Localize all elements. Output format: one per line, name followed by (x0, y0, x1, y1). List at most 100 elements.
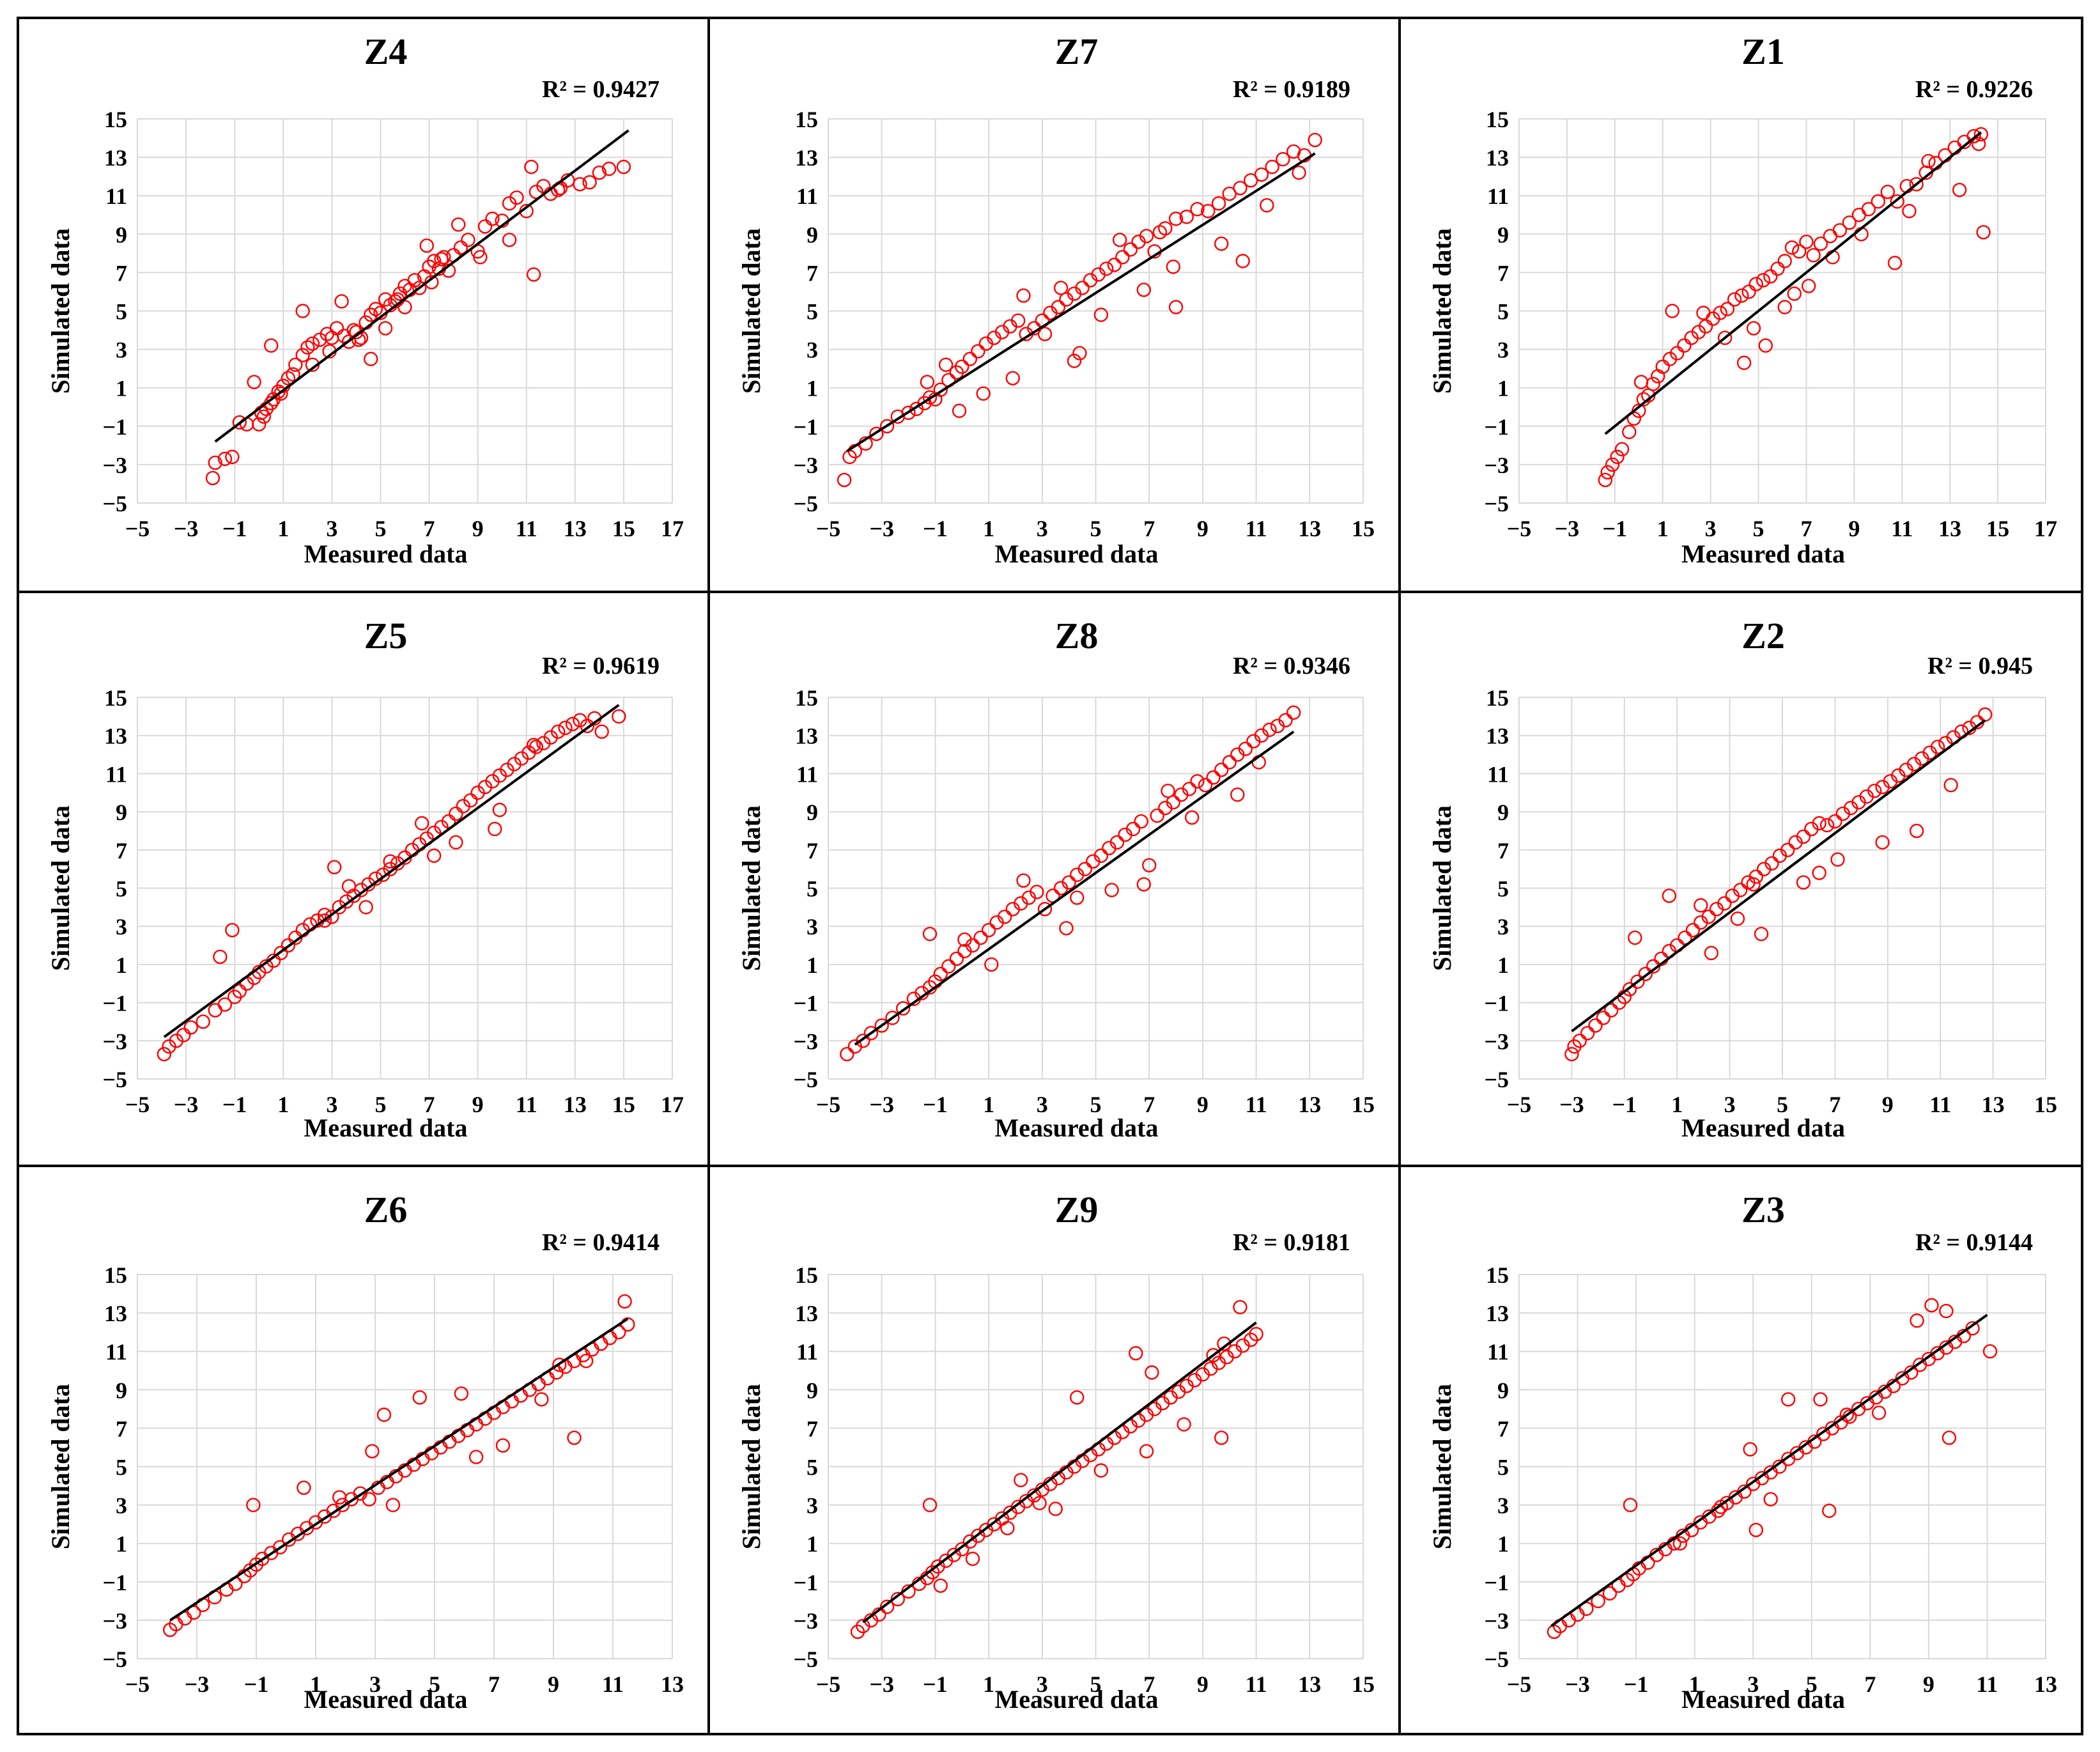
x-tick-label: −3 (869, 1092, 894, 1117)
y-tick-label: 3 (116, 1493, 127, 1519)
x-tick-label: 15 (1352, 1671, 1375, 1697)
x-tick-label: 9 (1197, 516, 1208, 541)
data-point (1799, 235, 1814, 249)
data-point (973, 930, 988, 945)
x-tick-label: 15 (1352, 516, 1375, 541)
data-point (378, 321, 393, 336)
y-tick-label: 5 (807, 1455, 818, 1480)
x-tick-label: 3 (326, 1092, 337, 1117)
panel-z5: −5 −3 −1 1 3 5 7 9 11 13 15 −5 −3 −1 1 3 5 7 9 11 13 15 17 Z5 R²… (19, 593, 710, 1167)
x-tick-label: −3 (869, 1671, 894, 1697)
data-point (213, 949, 228, 965)
y-tick-label: 9 (1497, 800, 1509, 825)
y-tick-label: 1 (116, 1531, 127, 1557)
y-tick-label: 11 (1487, 1339, 1509, 1365)
y-tick-label: −1 (793, 1570, 818, 1595)
data-point (1796, 829, 1811, 844)
trend-line (846, 152, 1316, 453)
x-tick-label: 3 (1037, 1092, 1048, 1117)
data-point (157, 1046, 172, 1062)
x-axis-label: Measured data (304, 1685, 468, 1714)
data-point (1813, 1392, 1828, 1407)
x-tick-label: 13 (2034, 1671, 2057, 1697)
data-point (1600, 465, 1615, 480)
y-tick-label: 5 (116, 299, 127, 325)
x-tick-label: −1 (923, 1092, 948, 1117)
x-tick-label: −5 (816, 516, 841, 541)
data-point (1005, 371, 1020, 385)
x-axis-label: Measured data (1681, 1113, 1845, 1142)
data-point (295, 304, 310, 318)
data-point (1093, 307, 1109, 322)
data-point (922, 1498, 938, 1512)
data-point (305, 336, 320, 351)
data-point (183, 1020, 198, 1035)
x-tick-label: 1 (1671, 1092, 1683, 1117)
y-tick-label: 15 (104, 1262, 127, 1288)
y-tick-label: −5 (1484, 491, 1509, 516)
x-tick-label: 3 (1705, 516, 1717, 541)
x-tick-label: 9 (1882, 1092, 1894, 1117)
data-point (856, 1034, 870, 1048)
data-point (1909, 823, 1924, 839)
data-point (863, 1026, 879, 1041)
data-point (869, 426, 884, 442)
data-point (567, 1430, 582, 1445)
data-point (1717, 896, 1732, 911)
data-point (1943, 778, 1958, 793)
x-tick-label: 15 (1352, 1092, 1375, 1117)
data-point (1166, 795, 1181, 810)
data-point (1134, 814, 1148, 829)
data-point (879, 1599, 895, 1615)
data-point (1168, 300, 1184, 314)
data-point (426, 254, 442, 268)
y-tick-label: 7 (1497, 838, 1509, 864)
y-tick-label: 11 (105, 1339, 127, 1365)
x-tick-label: 3 (1747, 1671, 1759, 1697)
chart-title: Z4 (364, 31, 408, 72)
data-point (1602, 1586, 1617, 1601)
data-point (453, 240, 468, 255)
data-point (1733, 883, 1748, 897)
data-point (1598, 472, 1613, 488)
y-tick-label: 11 (796, 183, 818, 209)
data-point (1053, 281, 1069, 295)
data-point (1685, 922, 1701, 938)
data-point (495, 1438, 511, 1453)
y-axis-label: Simulated data (1428, 228, 1456, 394)
x-tick-label: −1 (222, 1092, 247, 1117)
data-point (1622, 424, 1637, 440)
y-tick-label: −5 (102, 491, 127, 516)
y-tick-label: 7 (116, 1416, 127, 1441)
x-tick-label: 13 (564, 1092, 587, 1117)
data-point (1736, 355, 1752, 370)
x-tick-label: 3 (1724, 1092, 1736, 1117)
x-tick-label: 17 (2034, 516, 2057, 541)
chart-title: Z2 (1741, 615, 1785, 656)
y-tick-label: 11 (796, 1339, 818, 1365)
data-point (1910, 1313, 1924, 1328)
y-tick-label: −1 (1484, 1570, 1509, 1595)
x-tick-label: 17 (661, 1092, 684, 1117)
data-point (1112, 233, 1127, 247)
data-point (1696, 306, 1711, 320)
data-point (971, 344, 985, 359)
y-tick-label: −3 (102, 1028, 127, 1054)
data-point (582, 174, 597, 190)
y-axis-label: Simulated data (737, 1384, 766, 1549)
panel-z8: −5 −3 −1 1 3 5 7 9 11 13 15 −5 −3 −1 1 3 5 7 9 11 13 15 Z8 R² =… (710, 593, 1401, 1167)
data-point (1713, 306, 1727, 320)
data-point (1572, 1034, 1587, 1048)
y-tick-label: 9 (1497, 1377, 1509, 1403)
data-point (1123, 242, 1138, 257)
data-point (1713, 1500, 1729, 1514)
y-tick-label: 9 (1497, 222, 1509, 247)
data-point (1867, 784, 1882, 798)
y-tick-label: −1 (1484, 991, 1509, 1016)
y-tick-label: 1 (1497, 952, 1509, 978)
x-tick-label: 13 (661, 1671, 684, 1697)
data-point (449, 806, 463, 821)
y-tick-label: 5 (1497, 876, 1509, 902)
